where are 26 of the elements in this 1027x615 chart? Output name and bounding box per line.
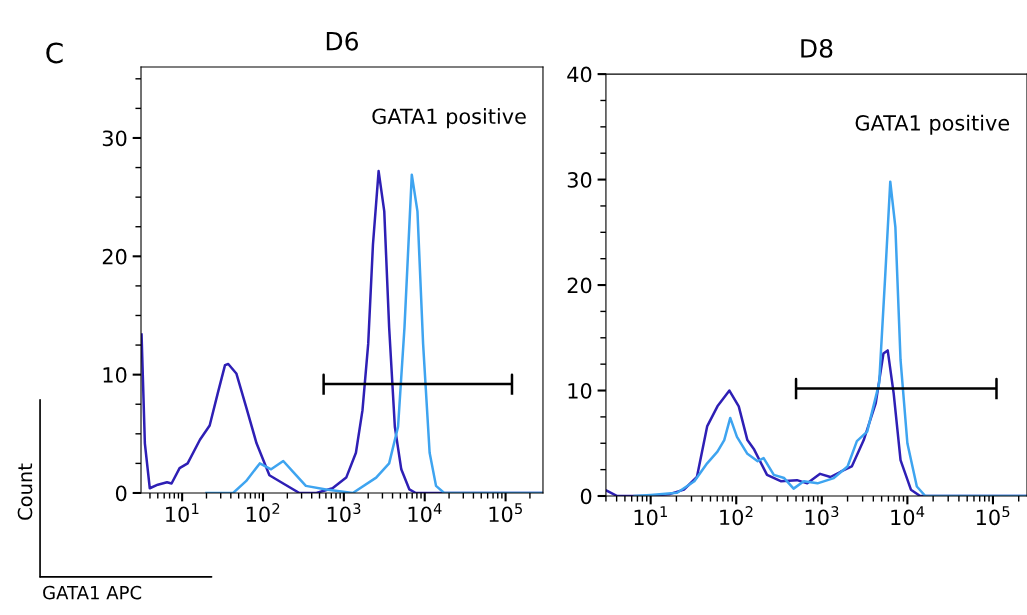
x-axis-title: GATA1 APC	[43, 585, 142, 600]
x-tick-label: 10$^{4}$	[408, 503, 442, 523]
x-tick-label: 10$^{5}$	[976, 506, 1010, 526]
annotation: GATA1 positive	[372, 108, 526, 129]
chart-title: D8	[801, 38, 833, 58]
chart-title: D6	[326, 31, 358, 51]
x-tick-label: 10$^{3}$	[327, 503, 361, 523]
y-tick-label: 10	[103, 367, 127, 383]
y-tick-label: 30	[102, 130, 127, 147]
y-tick-label: 30	[567, 172, 592, 188]
annotation: GATA1 positive	[855, 114, 1010, 135]
y-tick-label: 10	[568, 382, 592, 399]
x-tick-label: 10$^{1}$	[634, 506, 667, 526]
x-tick-label: 10$^{2}$	[720, 506, 753, 526]
x-tick-label: 10$^{1}$	[166, 503, 199, 523]
y-tick-label: 0	[580, 488, 592, 505]
y-tick-label: 20	[567, 277, 592, 294]
text: C	[46, 42, 63, 64]
y-tick-label: 0	[115, 485, 127, 502]
y-axis-title: Count	[17, 463, 33, 520]
y-tick-label: 20	[102, 248, 127, 265]
x-tick-label: 10$^{3}$	[805, 506, 839, 526]
y-tick-label: 40	[567, 66, 592, 83]
x-tick-label: 10$^{5}$	[489, 503, 522, 523]
x-tick-label: 10$^{2}$	[246, 503, 280, 523]
x-tick-label: 10$^{4}$	[891, 506, 925, 526]
